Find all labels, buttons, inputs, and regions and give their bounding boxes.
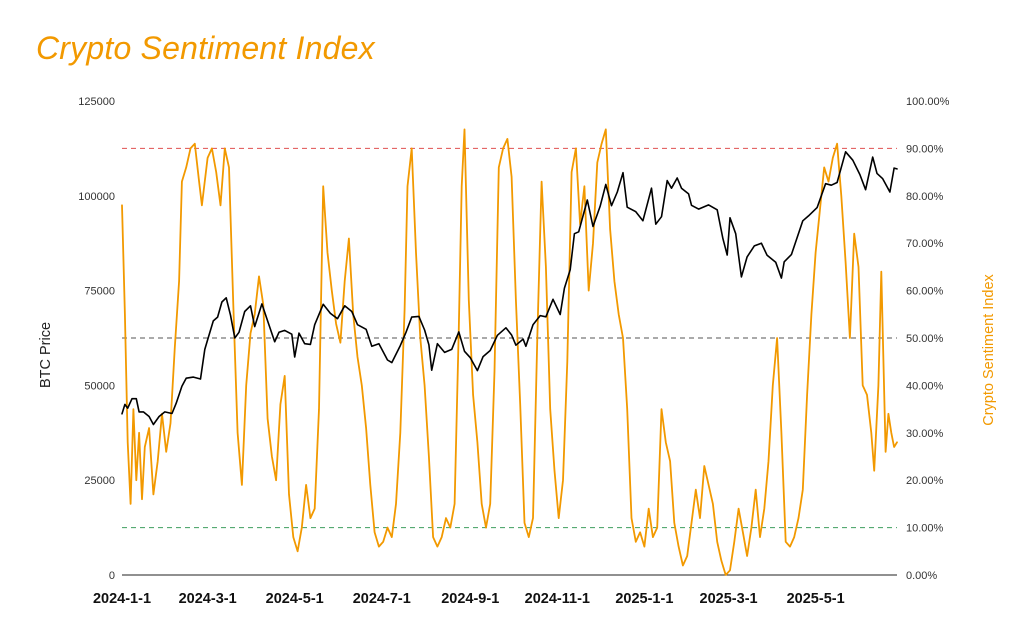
chart-title: Crypto Sentiment Index (36, 30, 375, 66)
left-tick-label: 100000 (78, 191, 115, 203)
left-axis-title: BTC Price (38, 322, 54, 388)
right-tick-label: 50.00% (906, 333, 944, 345)
left-tick-label: 25000 (84, 475, 115, 487)
x-tick-label: 2024-3-1 (179, 591, 237, 607)
right-tick-label: 60.00% (906, 286, 944, 298)
right-tick-label: 0.00% (906, 570, 937, 582)
btc-price-series-line (121, 151, 898, 426)
right-axis-title: Crypto Sentiment Index (981, 273, 997, 425)
right-tick-label: 80.00% (906, 191, 944, 203)
left-tick-label: 75000 (84, 286, 115, 298)
right-tick-label: 100.00% (906, 96, 950, 108)
left-tick-label: 50000 (84, 380, 115, 392)
x-tick-label: 2024-5-1 (266, 591, 324, 607)
x-tick-label: 2025-5-1 (787, 591, 845, 607)
right-tick-label: 90.00% (906, 143, 944, 155)
right-tick-label: 70.00% (906, 238, 944, 250)
x-axis: 2024-1-1 2024-3-1 2024-5-1 2024-7-1 2024-9-1… (93, 574, 897, 607)
series-layer (121, 128, 898, 576)
right-tick-label: 30.00% (906, 428, 944, 440)
right-tick-label: 40.00% (906, 380, 944, 392)
x-tick-label: 2024-11-1 (525, 591, 590, 607)
x-tick-label: 2025-1-1 (615, 591, 673, 607)
left-tick-label: 0 (109, 570, 115, 582)
reference-lines (122, 147, 897, 529)
left-axis: 0 25000 50000 75000 100000 125000 (78, 96, 115, 582)
left-tick-label: 125000 (78, 96, 115, 108)
sentiment-series-line (121, 128, 898, 576)
right-axis: 0.00% 10.00% 20.00% 30.00% 40.00% 50.00% 60.00… (906, 96, 950, 582)
x-tick-label: 2025-3-1 (700, 591, 758, 607)
x-tick-label: 2024-7-1 (353, 591, 411, 607)
right-tick-label: 20.00% (906, 475, 944, 487)
x-tick-label: 2024-9-1 (441, 591, 499, 607)
x-tick-label: 2024-1-1 (93, 591, 151, 607)
right-tick-label: 10.00% (906, 523, 944, 535)
